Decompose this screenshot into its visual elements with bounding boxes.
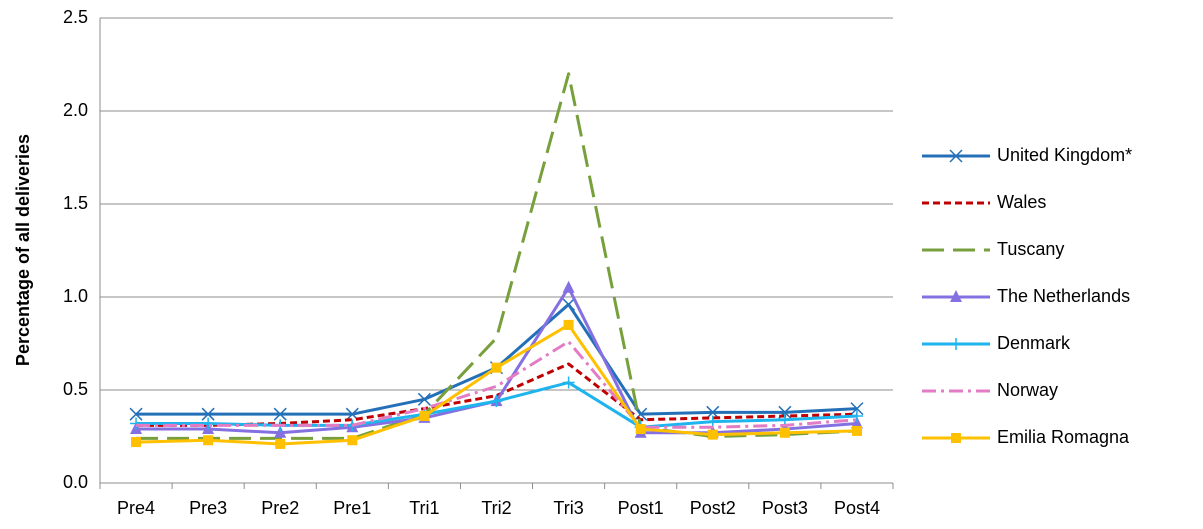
series-line [136,72,858,440]
y-tick-label: 1.5 [63,193,88,213]
marker [951,433,961,443]
marker [778,413,791,426]
legend-label: Norway [997,380,1058,400]
marker [201,407,215,421]
legend-label: Tuscany [997,239,1064,259]
series-line [136,340,858,429]
marker [203,435,214,446]
marker [131,437,142,448]
marker [562,297,576,311]
marker [275,438,286,449]
marker [707,429,718,440]
marker [706,415,719,428]
x-tick-label: Tri3 [553,498,583,518]
legend-label: The Netherlands [997,286,1130,306]
marker [950,338,962,350]
marker [491,362,502,373]
y-axis-label: Percentage of all deliveries [13,134,33,366]
x-tick-label: Pre2 [261,498,299,518]
y-tick-label: 0.0 [63,472,88,492]
marker [562,376,575,389]
marker [417,392,431,406]
marker [635,424,646,435]
legend-label: Denmark [997,333,1071,353]
marker [851,425,862,436]
x-tick-label: Pre3 [189,498,227,518]
series-line [136,362,857,427]
y-tick-label: 1.0 [63,286,88,306]
x-tick-label: Post4 [834,498,880,518]
marker [850,416,863,429]
marker [419,411,430,422]
marker [129,407,143,421]
y-tick-label: 0.5 [63,379,88,399]
x-tick-label: Post2 [690,498,736,518]
marker [202,417,215,430]
marker [273,407,287,421]
x-tick-label: Pre1 [333,498,371,518]
marker [950,290,962,302]
marker [563,319,574,330]
marker [347,435,358,446]
y-tick-label: 2.5 [63,7,88,27]
legend-label: United Kingdom* [997,145,1132,165]
x-tick-label: Pre4 [117,498,155,518]
x-tick-label: Tri2 [481,498,511,518]
marker [949,149,963,163]
x-tick-label: Post3 [762,498,808,518]
x-tick-label: Tri1 [409,498,439,518]
legend-label: Emilia Romagna [997,427,1130,447]
marker [130,417,143,430]
x-tick-label: Post1 [618,498,664,518]
marker [779,427,790,438]
marker [562,280,575,293]
marker [850,410,863,423]
y-tick-label: 2.0 [63,100,88,120]
marker [850,402,864,416]
marker [490,395,503,408]
marker [274,425,287,438]
legend-label: Wales [997,192,1046,212]
